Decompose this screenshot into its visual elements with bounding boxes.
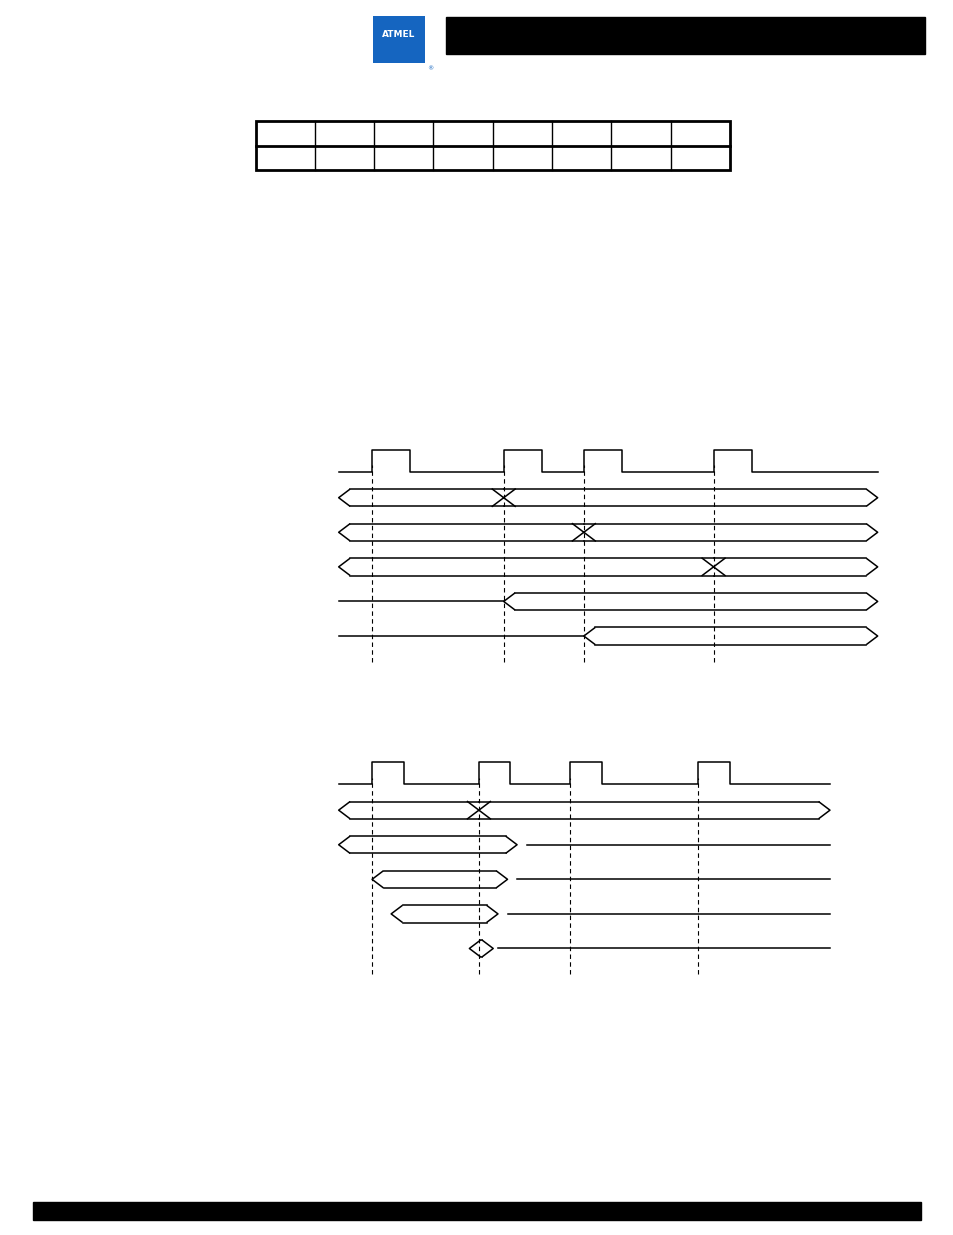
Text: ®: ®	[426, 67, 433, 72]
Bar	[33, 1202, 920, 1220]
FancyBboxPatch shape	[372, 16, 424, 63]
Text: ATMEL: ATMEL	[382, 30, 415, 40]
Bar	[255, 121, 729, 170]
Bar	[446, 17, 924, 54]
